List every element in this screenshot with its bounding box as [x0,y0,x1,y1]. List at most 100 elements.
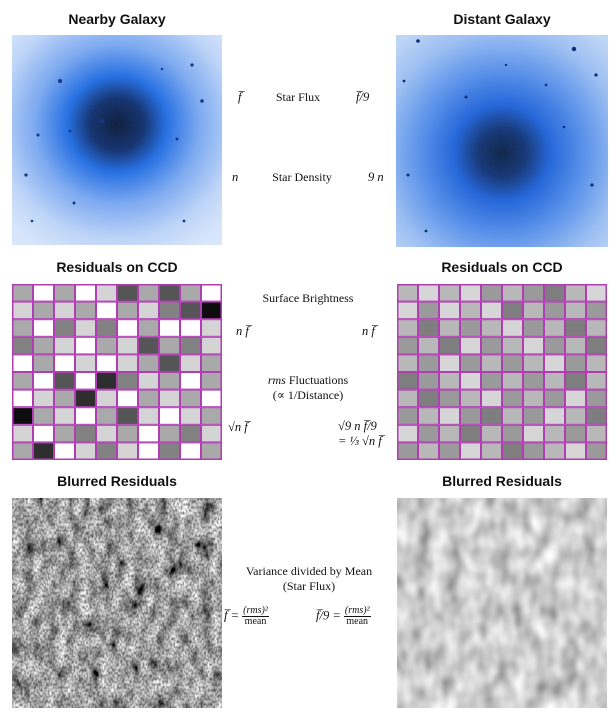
grid-right-cell [460,372,481,390]
grid-right-cell [439,389,460,408]
grid-right-cell [460,407,481,425]
grid-right-cell [565,424,586,443]
grid-left-cell [96,389,117,408]
variance-label: Variance divided by Mean [245,564,373,578]
grid-left-cell [54,424,75,443]
grid-right-cell [418,284,439,302]
grid-left-cell [33,284,54,302]
grid-left-cell [54,372,75,390]
grid-left-cell [117,284,138,302]
grid-left-cell [159,354,180,373]
grid-right-cell [544,389,565,408]
residual-grid-left [12,284,222,460]
header-nearby-galaxy: Nearby Galaxy [68,11,166,27]
grid-right-cell [439,301,460,320]
grid-left-cell [33,301,54,320]
grid-right-cell [460,284,481,302]
grid-left-cell [159,407,180,425]
grid-left-cell [138,389,159,408]
grid-left-cell [12,354,33,373]
grid-right-cell [586,284,607,302]
grid-right-cell [460,354,481,373]
grid-left-cell [33,389,54,408]
grid-right-cell [523,319,544,337]
rms-distance-label: (∝ 1/Distance) [272,388,344,402]
equation-right-denominator: mean [346,616,369,627]
grid-right-cell [397,407,418,425]
grid-right-cell [460,301,481,320]
grid-left-cell [33,424,54,443]
grid-right-cell [523,354,544,373]
flux-right-symbol: f̅/9 [356,90,370,104]
grid-left-cell [117,442,138,460]
grid-right-cell [460,319,481,337]
grid-right-border [397,284,607,460]
grid-right-cell [586,389,607,408]
grid-left-cell [54,319,75,337]
rms-right-expression-2: = ⅓ √n f̅ [338,434,382,448]
grid-right-cell [586,336,607,355]
grid-right-cell [460,389,481,408]
grid-left-cell [54,336,75,355]
header-blurred-right: Blurred Residuals [442,473,562,489]
grid-left-cell [117,354,138,373]
grid-left-cell [201,284,222,302]
grid-right-cell [523,372,544,390]
grid-left-cell [75,354,96,373]
grid-left-cell [96,407,117,425]
grid-left-cell [180,284,201,302]
grid-left-cell [117,424,138,443]
grid-right-cell [565,284,586,302]
grid-left-cell [159,319,180,337]
grid-left-cell [75,442,96,460]
grid-right-cell [481,407,502,425]
grid-left-cell [75,284,96,302]
grid-left-cell [75,319,96,337]
grid-right-cell [565,301,586,320]
grid-right-cell [439,407,460,425]
grid-right-cell [523,389,544,408]
grid-right-cell [502,319,523,337]
grid-left-cell [117,407,138,425]
grid-right-cell [481,284,502,302]
grid-left-cell [138,354,159,373]
grid-right-cell [523,424,544,443]
grid-right-cell [523,336,544,355]
header-residuals-left: Residuals on CCD [56,259,178,275]
grid-left-cell [201,389,222,408]
grid-right-cell [565,389,586,408]
grid-left-cell [75,301,96,320]
grid-right-cell [481,424,502,443]
grid-left-cell [117,319,138,337]
blurred-residuals-left [12,498,222,708]
blurred-residuals-right [397,498,607,708]
grid-left-cell [75,407,96,425]
grid-left-cell [12,407,33,425]
grid-left-cell [12,389,33,408]
grid-left-cell [180,372,201,390]
grid-right-cell [481,389,502,408]
grid-left-cell [33,407,54,425]
grid-right-cell [439,336,460,355]
grid-right-cell [397,424,418,443]
grid-left-cell [159,372,180,390]
grid-left-cell [12,442,33,460]
grid-left-cell [159,301,180,320]
grid-right-cell [586,442,607,460]
grid-right-cell [502,442,523,460]
grid-right-cell [460,336,481,355]
grid-left-cell [75,372,96,390]
header-residuals-right: Residuals on CCD [441,259,563,275]
grid-left-cell [96,301,117,320]
grid-left-cell [159,284,180,302]
surface-brightness-left: n f̅ [236,324,249,338]
grid-right-cell [502,424,523,443]
equation-left-fraction: (rms)² mean [242,606,269,627]
grid-right-cell [544,424,565,443]
header-blurred-left: Blurred Residuals [57,473,177,489]
grid-right-cell [586,301,607,320]
grid-right-cell [481,372,502,390]
grid-left-cell [180,424,201,443]
grid-left-cell [138,301,159,320]
grid-right-cell [565,319,586,337]
